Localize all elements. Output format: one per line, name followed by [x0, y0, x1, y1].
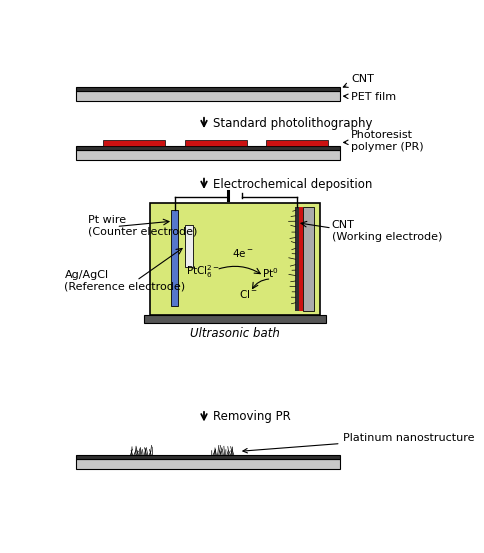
Text: Photoresist
polymer (PR): Photoresist polymer (PR) — [343, 131, 423, 152]
Bar — [295, 207, 299, 311]
Bar — [143, 315, 326, 323]
Text: Ultrasonic bath: Ultrasonic bath — [190, 327, 279, 341]
Bar — [76, 455, 339, 459]
Text: Pt$^0$: Pt$^0$ — [261, 266, 278, 280]
Bar — [185, 225, 193, 267]
Text: PET film: PET film — [343, 92, 395, 102]
Text: Standard photolithography: Standard photolithography — [213, 117, 372, 130]
Text: Pt wire
(Counter electrode): Pt wire (Counter electrode) — [88, 215, 197, 237]
Text: CNT: CNT — [343, 74, 373, 87]
Text: Electrochemical deposition: Electrochemical deposition — [213, 178, 372, 191]
Bar — [184, 140, 246, 145]
Text: Cl$^-$: Cl$^-$ — [239, 288, 258, 300]
Bar — [103, 140, 165, 145]
Bar — [302, 207, 314, 311]
Text: CNT
(Working electrode): CNT (Working electrode) — [331, 220, 441, 242]
Text: PtCl$_6^{2-}$: PtCl$_6^{2-}$ — [185, 263, 219, 280]
Text: Ag/AgCl
(Reference electrode): Ag/AgCl (Reference electrode) — [64, 270, 185, 291]
Bar — [76, 145, 339, 149]
Bar — [76, 149, 339, 159]
Bar — [299, 207, 302, 311]
Text: Removing PR: Removing PR — [213, 410, 290, 423]
Text: Platinum nanostructure: Platinum nanostructure — [242, 433, 474, 453]
Bar — [76, 459, 339, 469]
Bar — [76, 91, 339, 101]
Bar — [171, 210, 177, 306]
Bar — [76, 87, 339, 91]
Bar — [265, 140, 327, 145]
Text: 4e$^-$: 4e$^-$ — [231, 248, 253, 259]
Bar — [150, 204, 319, 315]
